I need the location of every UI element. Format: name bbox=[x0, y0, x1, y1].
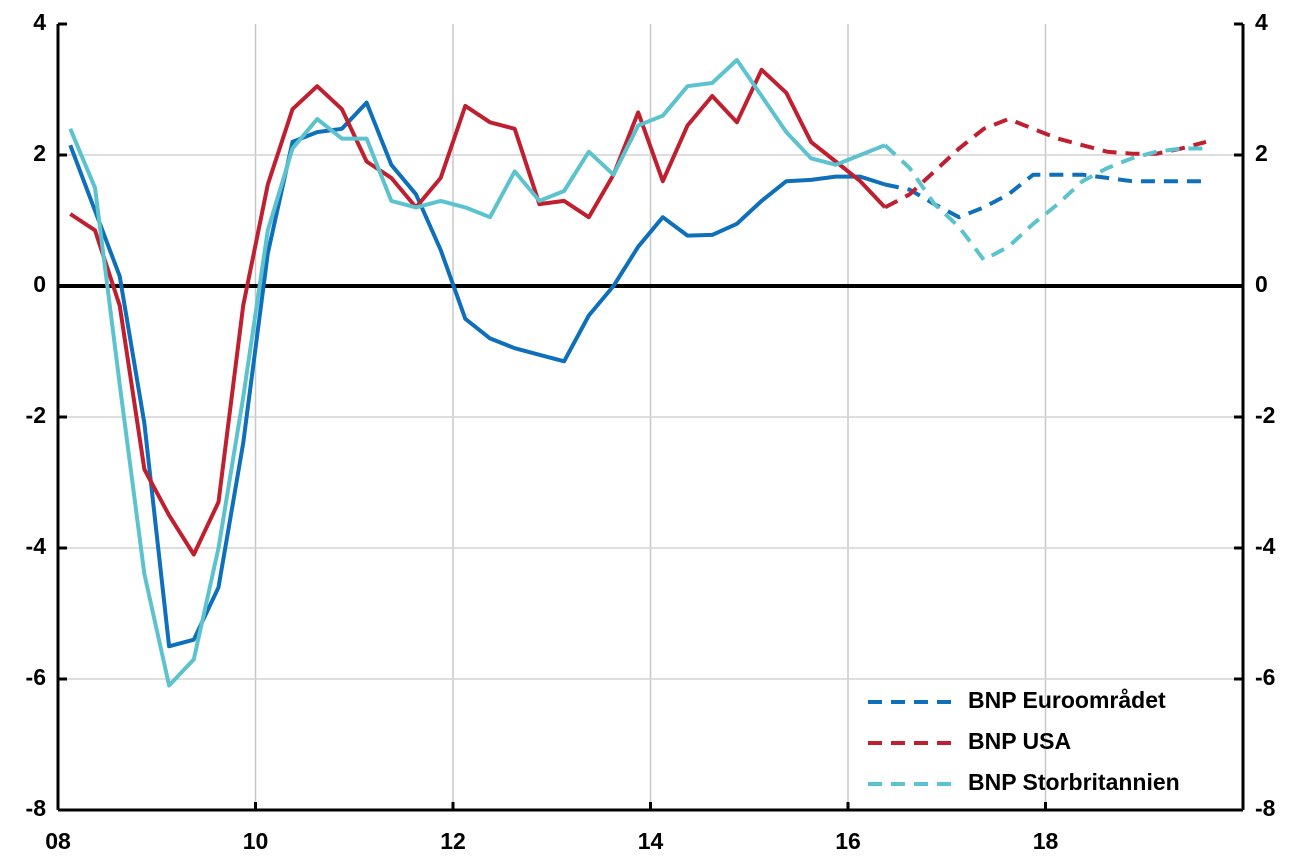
x-tick-label: 14 bbox=[638, 828, 664, 854]
legend-label: BNP Storbritannien bbox=[968, 769, 1180, 795]
y2-tick-label: 0 bbox=[1255, 271, 1268, 297]
y2-tick-label: 2 bbox=[1255, 140, 1268, 166]
series-line bbox=[69, 67, 887, 557]
y-tick-label: 0 bbox=[33, 271, 46, 297]
y2-tick-label: 4 bbox=[1255, 9, 1268, 35]
x-tick-label: 16 bbox=[835, 828, 861, 854]
forecast-line bbox=[883, 143, 1206, 262]
y-tick-label: -8 bbox=[26, 795, 47, 821]
legend-label: BNP Euroområdet bbox=[968, 687, 1166, 713]
series-line bbox=[68, 58, 886, 688]
y-tick-label: -6 bbox=[26, 664, 46, 690]
y-tick-label: 4 bbox=[33, 9, 46, 35]
x-tick-label: 08 bbox=[45, 828, 71, 854]
x-tick-label: 18 bbox=[1033, 828, 1059, 854]
y-tick-label: -4 bbox=[26, 533, 47, 559]
series-line bbox=[68, 100, 886, 649]
x-tick-label: 12 bbox=[440, 828, 466, 854]
legend-label: BNP USA bbox=[968, 728, 1071, 754]
y2-tick-label: -2 bbox=[1255, 402, 1275, 428]
y2-tick-label: -6 bbox=[1255, 664, 1275, 690]
y2-tick-label: -8 bbox=[1255, 795, 1276, 821]
y2-tick-label: -4 bbox=[1255, 533, 1276, 559]
x-tick-label: 10 bbox=[243, 828, 269, 854]
y-tick-label: -2 bbox=[26, 402, 46, 428]
y-tick-label: 2 bbox=[33, 140, 46, 166]
